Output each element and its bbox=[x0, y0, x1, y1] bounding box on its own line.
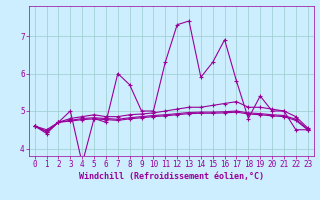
X-axis label: Windchill (Refroidissement éolien,°C): Windchill (Refroidissement éolien,°C) bbox=[79, 172, 264, 181]
